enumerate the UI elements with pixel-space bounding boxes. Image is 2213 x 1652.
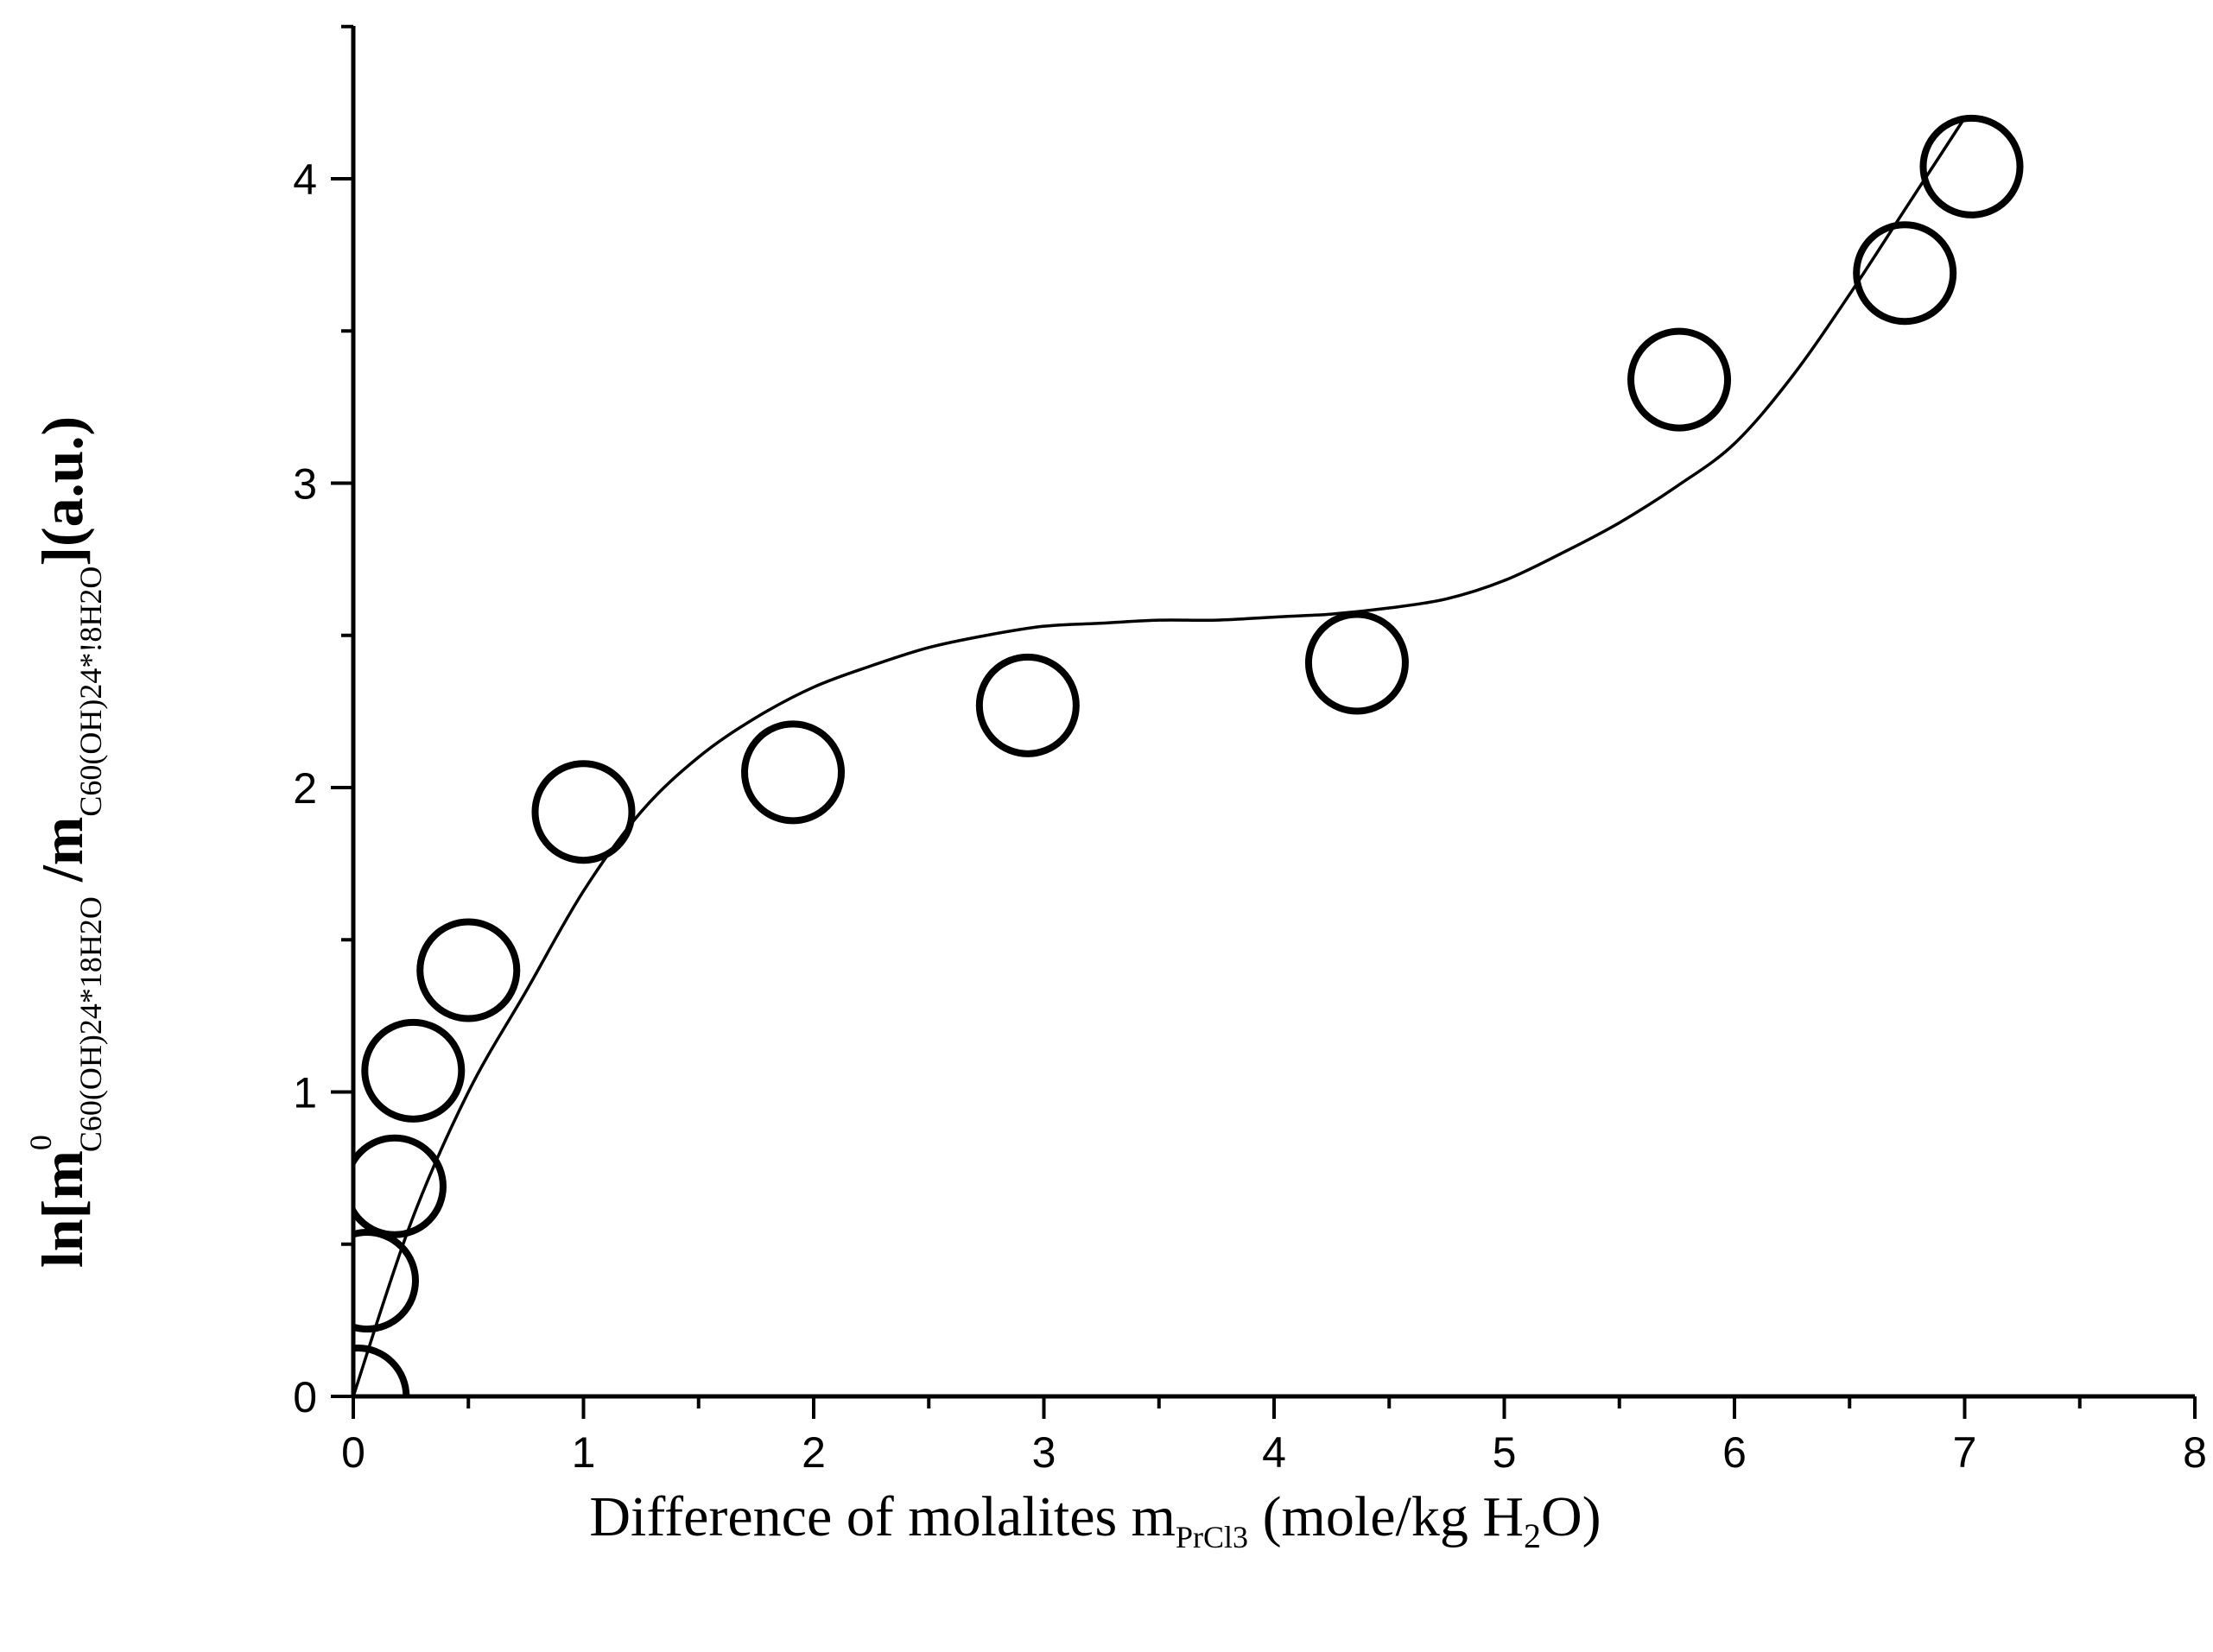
x-tick-label: 4 bbox=[1262, 1428, 1286, 1477]
y-axis-title-prefix: ln[m bbox=[29, 1150, 95, 1268]
data-point bbox=[361, 1018, 466, 1123]
y-axis-title: ln[m0 C60(OH)24*18H2O /mC60(OH)24*!8H2O](… bbox=[23, 416, 108, 1268]
x-tick-label: 7 bbox=[1953, 1428, 1977, 1477]
y-tick-label: 4 bbox=[293, 155, 317, 204]
x-tick-label: 8 bbox=[2183, 1428, 2207, 1477]
y-axis-title-sub1: C60(OH)24*18H2O bbox=[73, 896, 108, 1152]
x-axis-title-suffix: O) bbox=[1541, 1485, 1601, 1548]
y-tick-label: 2 bbox=[293, 764, 317, 813]
x-axis-title-middle: (mole/kg H bbox=[1248, 1485, 1524, 1548]
x-axis: 0 1 2 3 4 5 6 7 8 bbox=[341, 1394, 2207, 1477]
data-point bbox=[353, 1134, 447, 1238]
x-tick-label: 5 bbox=[1493, 1428, 1517, 1477]
x-tick-label: 3 bbox=[1032, 1428, 1056, 1477]
y-tick-label: 3 bbox=[293, 460, 317, 509]
y-tick-label: 1 bbox=[293, 1069, 317, 1117]
x-axis-title: Difference of molalites mPrCl3 (mole/kg … bbox=[589, 1485, 1601, 1555]
x-tick-label: 0 bbox=[341, 1428, 365, 1477]
data-point bbox=[1304, 611, 1409, 715]
data-point bbox=[1853, 221, 1957, 326]
y-tick-label: 0 bbox=[293, 1373, 317, 1421]
data-point bbox=[1919, 114, 2024, 218]
data-point bbox=[531, 760, 636, 864]
y-axis-title-suffix: ](a.u.) bbox=[29, 416, 95, 566]
x-tick-label: 1 bbox=[572, 1428, 596, 1477]
x-axis-title-sub2: 2 bbox=[1524, 1516, 1541, 1555]
data-point bbox=[353, 1229, 419, 1333]
y-axis: 0 1 2 3 4 bbox=[293, 24, 356, 1421]
fit-curve bbox=[352, 117, 1966, 1397]
y-axis-title-middle: /m bbox=[29, 817, 95, 897]
x-tick-label: 2 bbox=[802, 1428, 826, 1477]
data-point bbox=[1627, 327, 1732, 432]
data-points-layer bbox=[353, 114, 2024, 1398]
y-axis-title-sup: 0 bbox=[23, 1135, 58, 1150]
x-axis-title-sub1: PrCl3 bbox=[1176, 1520, 1248, 1554]
data-point bbox=[741, 720, 846, 825]
y-axis-title-sub2: C60(OH)24*!8H2O bbox=[73, 566, 108, 817]
x-axis-title-prefix: Difference of molalites m bbox=[589, 1485, 1176, 1548]
x-tick-label: 6 bbox=[1722, 1428, 1747, 1477]
data-point bbox=[353, 1345, 410, 1398]
data-point bbox=[975, 653, 1080, 757]
data-point bbox=[416, 918, 521, 1022]
fit-curve-layer bbox=[352, 117, 1966, 1397]
